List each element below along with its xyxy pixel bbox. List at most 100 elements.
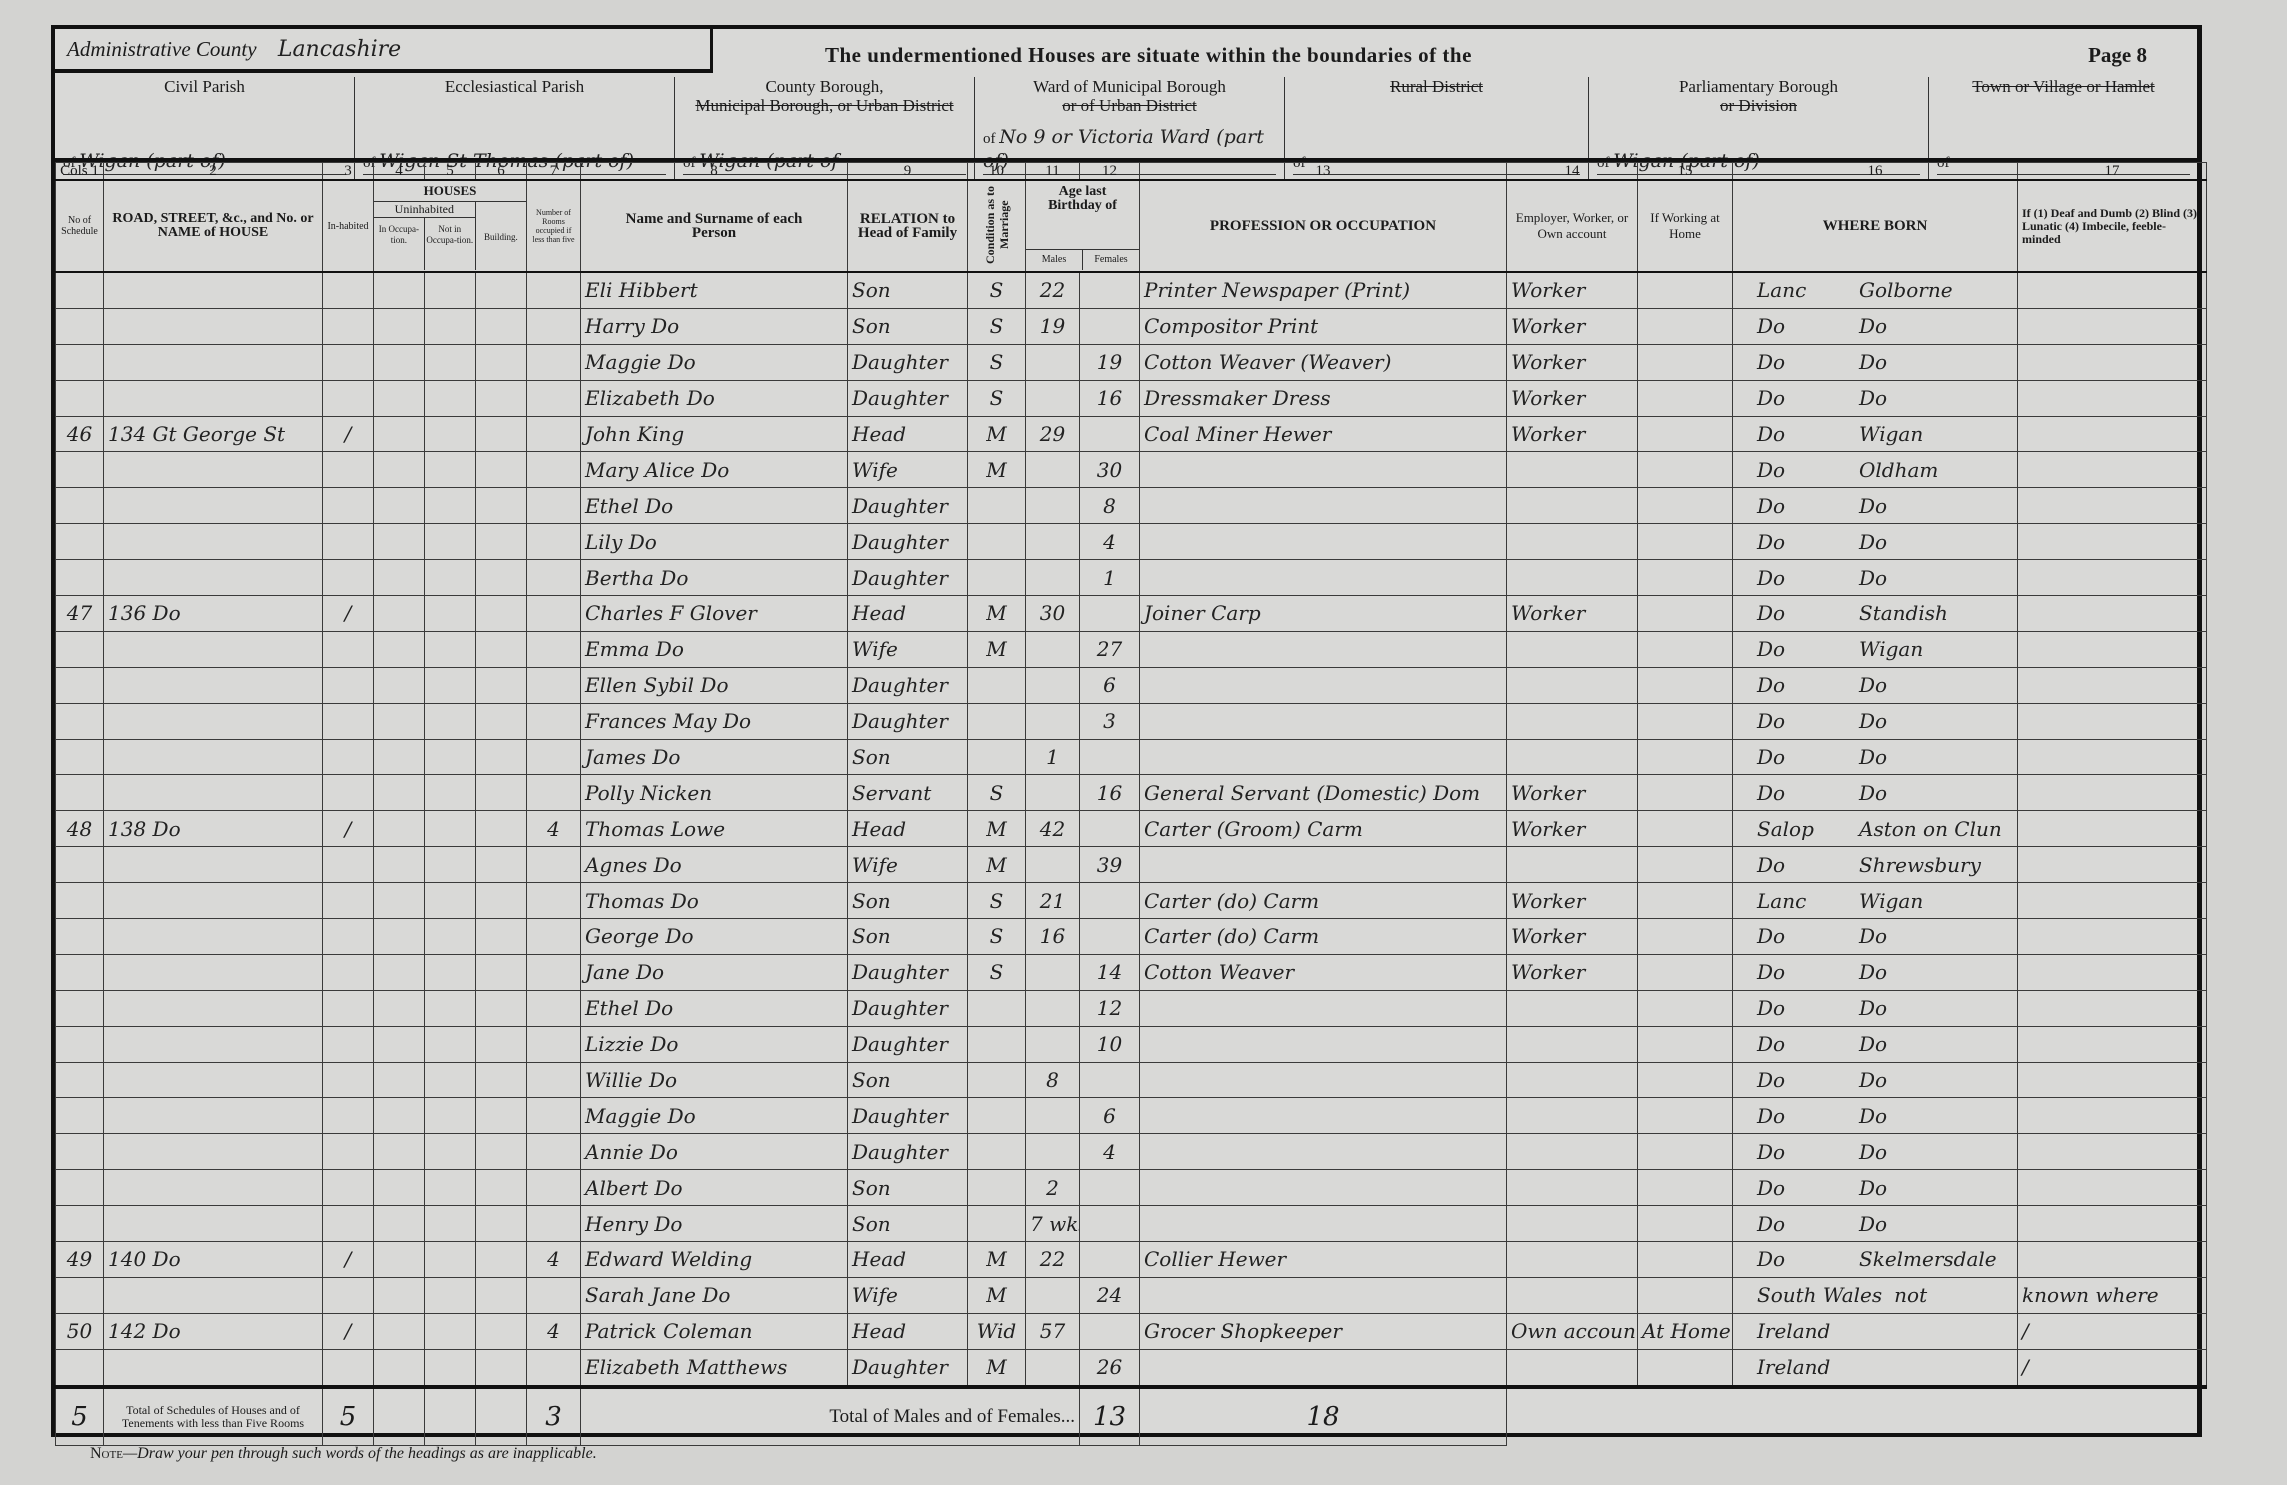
cell-empty (373, 451, 425, 489)
cell-empty (373, 989, 425, 1027)
cell-condition (967, 702, 1026, 740)
cell-empty (475, 595, 527, 632)
cell-relation: Daughter (847, 523, 968, 561)
cell-employer: Worker (1506, 307, 1638, 345)
cell-infirmity (2017, 702, 2207, 740)
cell-where-born: Do Do (1732, 774, 2018, 812)
cell-occupation: Carter (do) Carm (1139, 918, 1507, 955)
cell-condition (967, 1205, 1026, 1243)
cell-empty (373, 1348, 425, 1388)
cell-infirmity (2017, 595, 2207, 632)
cell-empty (373, 918, 425, 955)
cell-age-f: 16 (1079, 379, 1140, 417)
cell-empty (373, 774, 425, 812)
table-row: 50 142 Do/4 Patrick Coleman Head Wid 57 Grocer… (55, 1312, 2207, 1350)
column-number: 17 (2017, 162, 2207, 181)
total-schedules-label: Total of Schedules of Houses and of Tene… (103, 1384, 323, 1446)
header-age: Age last Birthday of Males Females (1025, 179, 1140, 273)
cell-inhabited (322, 953, 374, 991)
cell-empty (475, 1312, 527, 1350)
born-county: Ireland (1757, 1319, 1831, 1344)
column-headers: No of Schedule ROAD, STREET, &c., and No… (55, 179, 2207, 273)
cell-employer (1506, 702, 1638, 740)
cell-name: Elizabeth Matthews (580, 1348, 848, 1388)
cell-relation: Servant (847, 774, 968, 812)
cell-name: Edward Welding (580, 1241, 848, 1278)
cell-infirmity (2017, 271, 2207, 309)
cell-employer: Worker (1506, 379, 1638, 417)
cell-address: 140 Do (103, 1241, 323, 1278)
cell-age-m (1025, 1025, 1080, 1063)
cell-empty (475, 666, 527, 704)
cell-empty (373, 271, 425, 309)
cell-employer (1506, 1276, 1638, 1314)
cell-condition (967, 487, 1026, 525)
uninhabited-label: Uninhabited (374, 202, 475, 218)
cell-infirmity (2017, 882, 2207, 920)
born-place: Wigan (1859, 422, 1924, 446)
cell-address (103, 307, 323, 345)
born-county: Do (1757, 350, 1786, 375)
cell-age-f: 27 (1079, 630, 1140, 668)
cell-age-f (1079, 415, 1140, 453)
cell-schedule (55, 343, 104, 381)
cell-rooms (526, 451, 581, 489)
born-county: Do (1757, 565, 1786, 590)
cell-empty (424, 595, 476, 632)
cell-name: Thomas Do (580, 882, 848, 920)
cell-age-m (1025, 1133, 1080, 1171)
cell-at-home (1637, 559, 1733, 597)
header-not-in-occupation: Not in Occupa-tion. (426, 224, 474, 245)
cell-rooms (526, 1061, 581, 1099)
cell-infirmity: / (2017, 1312, 2207, 1350)
cell-condition: M (967, 595, 1026, 632)
column-number: 3 (322, 162, 374, 181)
cell-age-f (1079, 882, 1140, 920)
cell-empty (475, 1025, 527, 1063)
cell-where-born: Do Standish (1732, 595, 2018, 632)
cell-name: Thomas Lowe (580, 810, 848, 848)
cell-rooms (526, 738, 581, 776)
cell-empty (373, 846, 425, 884)
cell-relation: Wife (847, 846, 968, 884)
cell-where-born: Do Do (1732, 343, 2018, 381)
cell-empty (475, 1169, 527, 1207)
cell-empty (373, 1276, 425, 1314)
column-number: 16 (1732, 162, 2018, 181)
cell-age-f (1079, 1241, 1140, 1278)
cell-address (103, 1205, 323, 1243)
cell-age-f: 3 (1079, 702, 1140, 740)
table-row: 47 136 Do / Charles F Glover Head M 30 Joiner C… (55, 595, 2207, 632)
cell-occupation: Cotton Weaver (Weaver) (1139, 343, 1507, 381)
column-number: 11 (1025, 162, 1080, 181)
cell-empty (424, 1133, 476, 1171)
cell-at-home (1637, 1348, 1733, 1388)
header-relation: RELATION to Head of Family (847, 179, 968, 273)
cell-inhabited (322, 1205, 374, 1243)
cell-at-home (1637, 271, 1733, 309)
cell-address (103, 630, 323, 668)
header-males: Males (1027, 250, 1083, 270)
cell-empty (424, 343, 476, 381)
cell-age-m (1025, 846, 1080, 884)
cell-infirmity (2017, 953, 2207, 991)
cell-name: Harry Do (580, 307, 848, 345)
table-row: Emma Do Wife M 27 Do Wigan (55, 630, 2207, 668)
cell-age-m (1025, 523, 1080, 561)
cell-empty (373, 702, 425, 740)
cell-age-f (1079, 738, 1140, 776)
cell-empty (424, 487, 476, 525)
cell-condition (967, 666, 1026, 704)
cell-employer (1506, 1061, 1638, 1099)
cell-infirmity (2017, 810, 2207, 848)
cell-inhabited (322, 1169, 374, 1207)
cell-inhabited (322, 846, 374, 884)
cell-name: Polly Nicken (580, 774, 848, 812)
cell-empty (424, 1169, 476, 1207)
cell-condition: M (967, 810, 1026, 848)
header-infirmity: If (1) Deaf and Dumb (2) Blind (3) Lunat… (2017, 179, 2207, 273)
header-employer: Employer, Worker, or Own account (1506, 179, 1638, 273)
born-county: Do (1757, 1068, 1786, 1093)
cell-rooms: 4 (526, 1241, 581, 1278)
cell-at-home (1637, 953, 1733, 991)
